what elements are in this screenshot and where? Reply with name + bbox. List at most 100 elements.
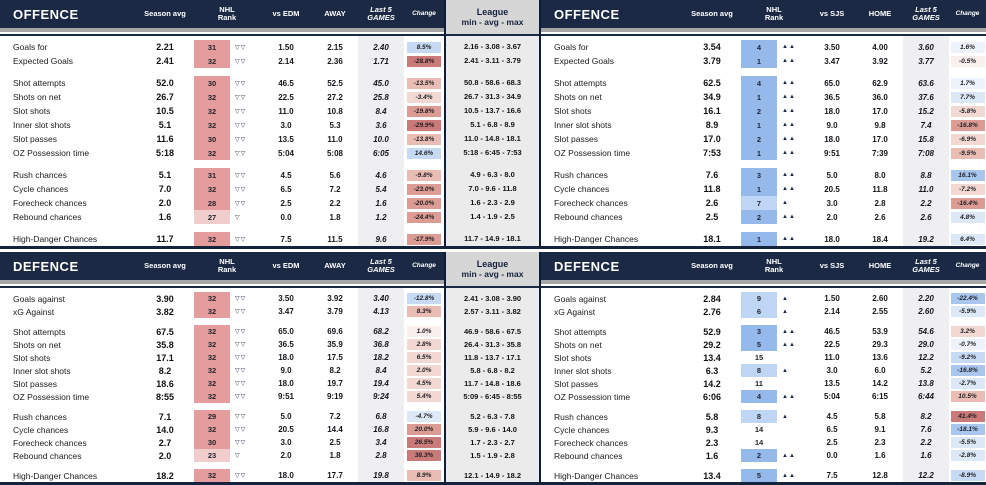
vs-opponent-value: 3.0 bbox=[280, 120, 292, 130]
last5-column-stripe bbox=[358, 36, 404, 246]
nhl-rank-value: 32 bbox=[194, 377, 230, 390]
venue-avg-value: 27.2 bbox=[327, 92, 343, 102]
change-cell: 2.0% bbox=[404, 365, 444, 376]
vs-opponent-value: 9:51 bbox=[277, 392, 294, 401]
last5-value: 2.2 bbox=[920, 438, 932, 447]
nhl-rank-value: 32 bbox=[194, 104, 230, 118]
table-rule bbox=[0, 286, 444, 288]
group-gap bbox=[446, 403, 539, 410]
last5-value: 3.4 bbox=[375, 438, 387, 447]
league-min-avg-max-value: 1.5 - 1.9 - 2.8 bbox=[470, 451, 515, 460]
season-avg-value: 18.2 bbox=[156, 470, 174, 481]
venue-avg-value: 2.55 bbox=[872, 307, 888, 316]
stat-label: Inner slot shots bbox=[554, 365, 612, 376]
venue-avg-value: 1.8 bbox=[329, 451, 341, 460]
stat-label: Slot passes bbox=[554, 134, 598, 144]
last5-value: 10.0 bbox=[373, 134, 389, 144]
change-value: 4.5% bbox=[407, 378, 441, 389]
last5-value: 5.2 bbox=[920, 366, 932, 375]
season-avg-value: 17.1 bbox=[156, 352, 174, 363]
season-avg-value: 17.0 bbox=[703, 134, 721, 144]
change-cell: -0.7% bbox=[949, 339, 986, 350]
league-min-avg-max-value: 2.57 - 3.11 - 3.82 bbox=[464, 307, 521, 316]
season-avg-value: 2.5 bbox=[705, 212, 719, 222]
league-min-avg-max-value: 46.9 - 58.6 - 67.5 bbox=[463, 327, 522, 336]
venue-avg-value: 69.6 bbox=[327, 327, 343, 336]
season-avg-value: 1.6 bbox=[158, 212, 172, 222]
stat-label: Slot shots bbox=[13, 352, 51, 363]
stat-row: Goals for 2.21 31 ▽▽ 1.50 2.15 2.40 8.5% bbox=[0, 40, 444, 54]
group-gap bbox=[446, 224, 539, 232]
venue-avg-value: 4.00 bbox=[872, 42, 888, 52]
nhl-rank-value: 8 bbox=[741, 410, 777, 423]
league-min-avg-max-value: 11.8 - 13.7 - 17.1 bbox=[464, 353, 521, 362]
league-min-avg-max-value: 5:18 - 6:45 - 7:53 bbox=[463, 148, 522, 157]
change-value: -12.8% bbox=[407, 293, 441, 304]
nhl-rank-value: 1 bbox=[741, 54, 777, 68]
stat-label: Rush chances bbox=[13, 411, 67, 422]
stat-label: High-Danger Chances bbox=[554, 234, 639, 244]
last5-value: 3.77 bbox=[918, 56, 934, 66]
vs-opponent-value: 11.0 bbox=[278, 106, 294, 116]
league-header-line1: League bbox=[476, 259, 509, 269]
change-value: -0.7% bbox=[950, 339, 985, 350]
change-cell: 7.7% bbox=[949, 91, 986, 103]
season-avg-value: 3.90 bbox=[156, 293, 174, 304]
venue-avg-value: 2.15 bbox=[327, 42, 343, 52]
season-avg-value: 34.9 bbox=[703, 92, 721, 102]
venue-avg-value: 53.9 bbox=[872, 327, 888, 336]
last5-line1: Last 5 bbox=[915, 256, 937, 266]
league-min-avg-max-value: 1.6 - 2.3 - 2.9 bbox=[470, 198, 515, 207]
season-avg-value: 2.41 bbox=[156, 56, 174, 66]
defence-section: DEFENCE Season avg NHL Rank vs EDM AWAY Last 5… bbox=[0, 252, 986, 485]
last5-line1: Last 5 bbox=[370, 256, 392, 266]
rank-trend-down-icon: ▽▽ bbox=[235, 329, 247, 335]
season-avg-value: 7.6 bbox=[705, 170, 719, 180]
defence-league-column: League min - avg - max 2.41 - 3.08 - 3.90 2… bbox=[444, 252, 541, 482]
nhl-rank-value: 14 bbox=[754, 425, 764, 434]
col-header-vs-opponent: vs SJS bbox=[819, 8, 845, 18]
table-title: DEFENCE bbox=[554, 258, 620, 274]
change-value: -16.8% bbox=[950, 365, 985, 376]
last5-value: 8.4 bbox=[375, 106, 387, 116]
rank-trend-down-icon: ▽▽ bbox=[235, 342, 247, 348]
defence-right-table: DEFENCE Season avg NHL Rank vs SJS HOME Last 5… bbox=[541, 252, 986, 482]
stat-label: Slot shots bbox=[554, 352, 592, 363]
rank-trend-up-icon: ▲▲ bbox=[782, 472, 796, 479]
last5-value: 8.4 bbox=[375, 366, 387, 375]
rank-trend-down-icon: ▽▽ bbox=[235, 296, 247, 302]
rank-trend-up-icon: ▲▲ bbox=[782, 328, 796, 335]
rank-trend-down-icon: ▽▽ bbox=[235, 150, 247, 157]
last5-value: 7.4 bbox=[920, 120, 932, 130]
rank-trend-down-icon: ▽▽ bbox=[235, 108, 247, 115]
nhl-rank-value: 32 bbox=[194, 325, 230, 338]
change-cell: -28.8% bbox=[404, 55, 444, 67]
change-cell: -16.8% bbox=[949, 365, 986, 376]
group-gap bbox=[446, 160, 539, 168]
league-min-avg-max-value: 11.7 - 14.9 - 18.1 bbox=[464, 234, 521, 243]
venue-avg-value: 5:08 bbox=[326, 148, 343, 158]
last5-value: 1.6 bbox=[375, 198, 387, 208]
nhl-rank-value: 32 bbox=[194, 390, 230, 403]
nhl-rank-value: 4 bbox=[741, 76, 777, 90]
col-header-venue: HOME bbox=[868, 8, 892, 18]
change-cell: 10.5% bbox=[949, 391, 986, 402]
vs-opponent-value: 3.47 bbox=[278, 307, 294, 316]
stat-label: Slot shots bbox=[13, 106, 51, 116]
stat-row: Cycle chances 9.3 14 6.5 9.1 7.6 -18.1% bbox=[541, 423, 986, 436]
last5-value: 15.2 bbox=[918, 106, 934, 116]
nhl-rank-value: 1 bbox=[741, 90, 777, 104]
stat-row: Shot attempts 52.0 30 ▽▽ 46.5 52.5 45.0 -13.5% bbox=[0, 76, 444, 90]
league-header-line1: League bbox=[476, 7, 509, 17]
change-value: -4.7% bbox=[407, 411, 441, 422]
stat-row: Cycle chances 14.0 32 ▽▽ 20.5 14.4 16.8 20.0% bbox=[0, 423, 444, 436]
venue-avg-value: 35.9 bbox=[327, 340, 343, 349]
change-cell: -9.8% bbox=[404, 169, 444, 181]
league-min-avg-max-value: 2.16 - 3.08 - 3.67 bbox=[463, 42, 522, 51]
col-header-nhl-rank: NHL Rank bbox=[741, 257, 807, 275]
header-divider bbox=[541, 28, 986, 32]
last5-value: 2.8 bbox=[375, 451, 387, 460]
rank-trend-up-icon: ▲▲ bbox=[782, 58, 796, 64]
change-value: -9.2% bbox=[950, 352, 985, 363]
rank-trend-down-icon: ▽▽ bbox=[235, 355, 247, 361]
